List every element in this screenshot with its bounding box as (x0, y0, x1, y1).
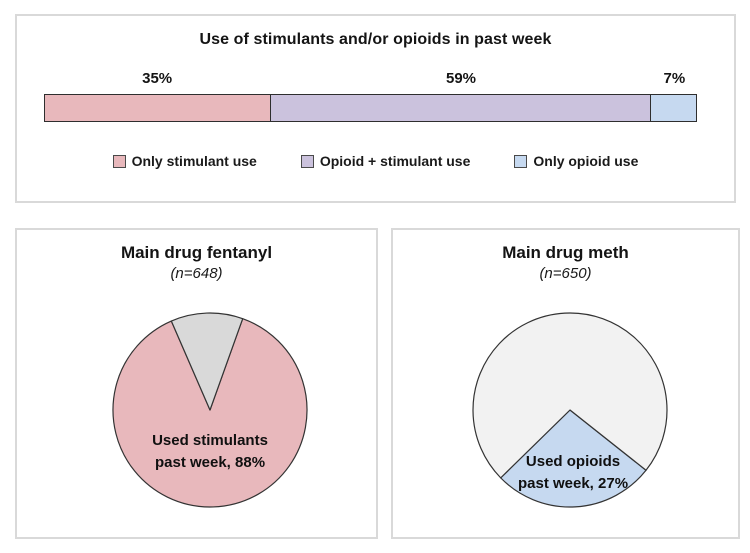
pie-slice-used-opioids-past-week (500, 409, 647, 508)
fentanyl-slice-label-line1: Used stimulants (152, 432, 268, 449)
bar-segment-opioid-stimulant-use (269, 94, 652, 122)
meth-pie (472, 312, 668, 508)
bar-value-label-only-opioid-use: 7% (663, 70, 686, 87)
legend-label-only-stimulant-use: Only stimulant use (131, 153, 257, 169)
bar-segment-only-opioid-use (650, 94, 698, 122)
meth-pie-panel: Main drug meth (n=650) Used opioids past… (391, 228, 740, 539)
fentanyl-pie-title: Main drug fentanyl (120, 243, 273, 262)
fentanyl-pie (112, 312, 308, 508)
legend-item-only-opioid-use: Only opioid use (514, 153, 638, 169)
fentanyl-pie-subtitle: (n=648) (170, 265, 223, 282)
stacked-bar-chart-panel: Use of stimulants and/or opioids in past… (15, 14, 736, 203)
legend: Only stimulant use Opioid + stimulant use… (17, 153, 734, 169)
meth-pie-subtitle: (n=650) (539, 265, 592, 282)
fentanyl-slice-label: Used stimulants past week, 88% (95, 430, 325, 474)
bar-value-label-only-stimulant-use: 35% (142, 70, 173, 87)
pie-slice-did-not-use-opioids-past-week (472, 312, 668, 479)
fentanyl-slice-label-line2: past week, 88% (154, 454, 266, 471)
pie-slice-used-stimulants-past-week (112, 318, 308, 508)
meth-slice-label: Used opioids past week, 27% (458, 451, 688, 495)
bar-value-label-opioid-stimulant-use: 59% (445, 70, 477, 87)
meth-pie-title: Main drug meth (502, 243, 629, 262)
stacked-bar (44, 94, 698, 122)
legend-swatch-only-stimulant-use (112, 154, 126, 168)
legend-swatch-opioid-stimulant-use (300, 154, 314, 168)
fentanyl-pie-panel: Main drug fentanyl (n=648) Used stimulan… (15, 228, 378, 539)
chart-title: Use of stimulants and/or opioids in past… (199, 31, 552, 48)
legend-item-opioid-stimulant-use: Opioid + stimulant use (300, 153, 471, 169)
legend-label-only-opioid-use: Only opioid use (533, 153, 639, 169)
legend-item-only-stimulant-use: Only stimulant use (112, 153, 257, 169)
bar-labels-row: 35% 59% 7% (44, 70, 697, 87)
meth-slice-label-line2: past week, 27% (517, 475, 629, 492)
pie-slice-did-not-use-stimulants-past-week (170, 312, 244, 411)
meth-slice-label-line1: Used opioids (525, 453, 621, 470)
legend-label-opioid-stimulant-use: Opioid + stimulant use (319, 153, 471, 169)
bar-segment-only-stimulant-use (44, 94, 271, 122)
legend-swatch-only-opioid-use (514, 154, 528, 168)
